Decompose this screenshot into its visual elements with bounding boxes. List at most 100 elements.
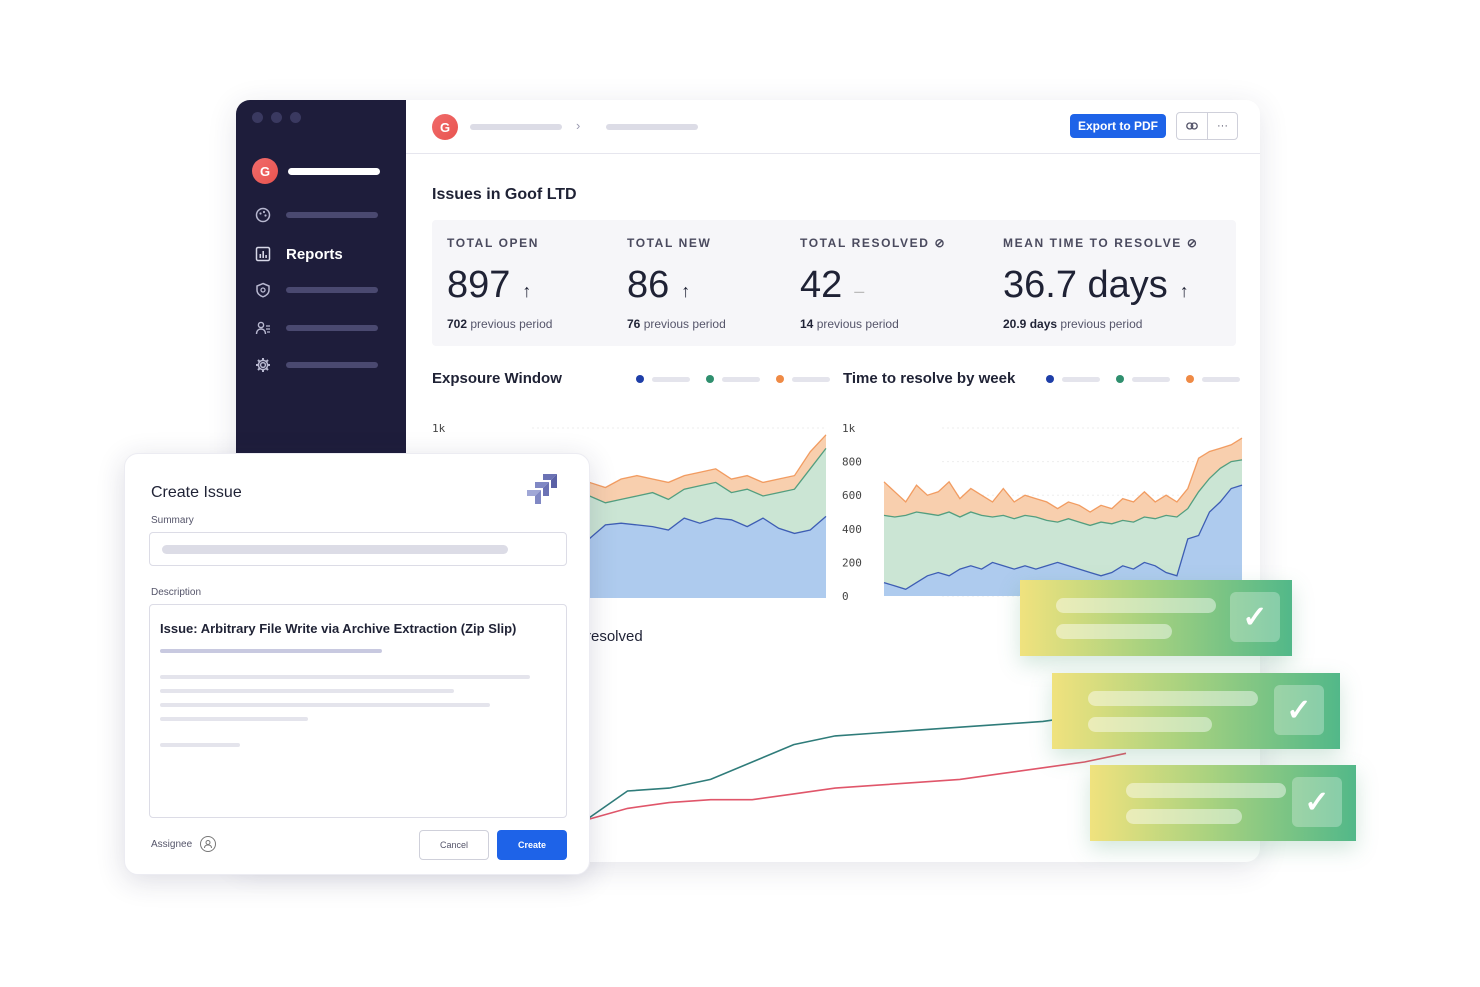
- legend-label-placeholder: [722, 376, 760, 382]
- description-line: [160, 717, 308, 721]
- stat-value: 42–: [800, 264, 946, 307]
- sidebar-item-reports[interactable]: Reports: [254, 245, 343, 263]
- legend-label-placeholder: [792, 376, 830, 382]
- stat-previous: 20.9 days previous period: [1003, 317, 1199, 331]
- description-text: Issue: Arbitrary File Write via Archive …: [160, 621, 517, 636]
- stat-label: TOTAL RESOLVED ⊘: [800, 236, 947, 250]
- assignee-label: Assignee: [151, 838, 193, 850]
- card-line-placeholder: [1126, 783, 1286, 798]
- legend-label-placeholder: [1132, 376, 1170, 382]
- check-icon: ✓: [1274, 685, 1324, 735]
- sidebar-item-label: Reports: [286, 245, 343, 263]
- description-label: Description: [151, 587, 202, 598]
- stat-label: TOTAL OPEN: [447, 236, 540, 250]
- breadcrumb-separator: ›: [576, 118, 581, 133]
- users-icon: [254, 319, 272, 337]
- org-avatar[interactable]: G: [432, 114, 458, 140]
- breadcrumb-placeholder[interactable]: [606, 124, 698, 130]
- legend-label-placeholder: [1062, 376, 1100, 382]
- stat-number: 42: [800, 264, 843, 306]
- stat-previous: 702 previous period: [447, 317, 552, 331]
- assignee-field[interactable]: Assignee: [151, 836, 217, 852]
- legend-dot-orange: [776, 375, 784, 383]
- sidebar-item-users[interactable]: [254, 319, 378, 337]
- card-line-placeholder: [1056, 624, 1172, 639]
- avatar[interactable]: G: [252, 158, 278, 184]
- stat-mean-time: MEAN TIME TO RESOLVE ⊘ 36.7 days ↑ 20.9 d…: [1003, 236, 1199, 331]
- ttr-legend: [1046, 375, 1248, 383]
- sidebar-item-security[interactable]: [254, 281, 378, 299]
- previous-text: previous period: [1060, 317, 1143, 331]
- user-icon[interactable]: [200, 836, 217, 852]
- previous-value: 14: [800, 317, 814, 331]
- window-controls: [252, 112, 301, 123]
- status-card: ✓: [1090, 765, 1356, 841]
- link-icon[interactable]: [1177, 113, 1207, 139]
- trend-up-icon: ↑: [681, 281, 691, 301]
- stat-number: 86: [627, 264, 670, 306]
- stat-value: 86 ↑: [627, 264, 726, 307]
- legend-dot-blue: [636, 375, 644, 383]
- chart-report-icon: [254, 245, 272, 263]
- gear-icon: [254, 356, 272, 374]
- sidebar-item-placeholder: [286, 287, 378, 293]
- window-dot[interactable]: [271, 112, 282, 123]
- previous-value: 20.9 days: [1003, 317, 1058, 331]
- stat-total-open: TOTAL OPEN 897 ↑ 702 previous period: [447, 236, 552, 331]
- summary-placeholder: [162, 545, 508, 554]
- area-series: [884, 485, 1242, 596]
- breadcrumb-placeholder[interactable]: [470, 124, 562, 130]
- top-bar: G › Export to PDF ···: [406, 100, 1260, 154]
- resolved-series-line: [585, 709, 1127, 821]
- jira-logo-icon: [523, 472, 561, 513]
- ttr-chart: 1k 800 600 400 200 0: [842, 422, 1243, 603]
- create-button[interactable]: Create: [497, 830, 567, 860]
- sidebar-user[interactable]: G: [252, 158, 380, 184]
- trend-up-icon: ↑: [522, 281, 532, 301]
- more-options-button[interactable]: ···: [1207, 113, 1237, 139]
- description-line: [160, 743, 240, 747]
- sidebar-item-placeholder: [286, 325, 378, 331]
- summary-label: Summary: [151, 515, 194, 526]
- stat-previous: 76 previous period: [627, 317, 726, 331]
- description-textarea[interactable]: Issue: Arbitrary File Write via Archive …: [149, 604, 567, 818]
- stat-label: TOTAL NEW: [627, 236, 712, 250]
- sidebar-item-settings[interactable]: [254, 356, 378, 374]
- y-tick-label: 0: [842, 590, 849, 603]
- palette-icon: [254, 206, 272, 224]
- y-tick-label: 1k: [432, 422, 446, 435]
- resolved-chart-title: resolved: [586, 628, 643, 645]
- legend-dot-green: [1116, 375, 1124, 383]
- description-line: [160, 675, 530, 679]
- y-tick-label: 400: [842, 523, 862, 536]
- stat-value: 897 ↑: [447, 264, 552, 307]
- card-line-placeholder: [1056, 598, 1216, 613]
- window-dot[interactable]: [252, 112, 263, 123]
- card-line-placeholder: [1088, 717, 1212, 732]
- stat-value: 36.7 days ↑: [1003, 264, 1199, 307]
- sidebar-item-placeholder: [286, 212, 378, 218]
- y-tick-label: 800: [842, 456, 862, 469]
- resolved-chart: [585, 709, 1127, 821]
- export-pdf-button[interactable]: Export to PDF: [1070, 114, 1166, 138]
- cancel-button[interactable]: Cancel: [419, 830, 489, 860]
- window-dot[interactable]: [290, 112, 301, 123]
- previous-text: previous period: [816, 317, 899, 331]
- area-series: [884, 459, 1242, 596]
- dialog-title: Create Issue: [151, 484, 242, 501]
- sidebar-item-palette[interactable]: [254, 206, 378, 224]
- create-issue-dialog: Create Issue Summary Description Issue: …: [124, 453, 590, 875]
- check-icon: ✓: [1292, 777, 1342, 827]
- exposure-chart-title: Expsoure Window: [432, 370, 562, 387]
- description-line: [160, 703, 490, 707]
- card-line-placeholder: [1088, 691, 1258, 706]
- user-name-placeholder: [288, 167, 380, 175]
- previous-value: 76: [627, 317, 641, 331]
- stat-total-resolved: TOTAL RESOLVED ⊘ 42– 14 previous period: [800, 236, 946, 331]
- trend-flat-icon: –: [854, 281, 865, 301]
- series-line: [883, 484, 1243, 591]
- summary-input[interactable]: [149, 532, 567, 566]
- action-button-group: ···: [1176, 112, 1238, 140]
- description-line: [160, 689, 454, 693]
